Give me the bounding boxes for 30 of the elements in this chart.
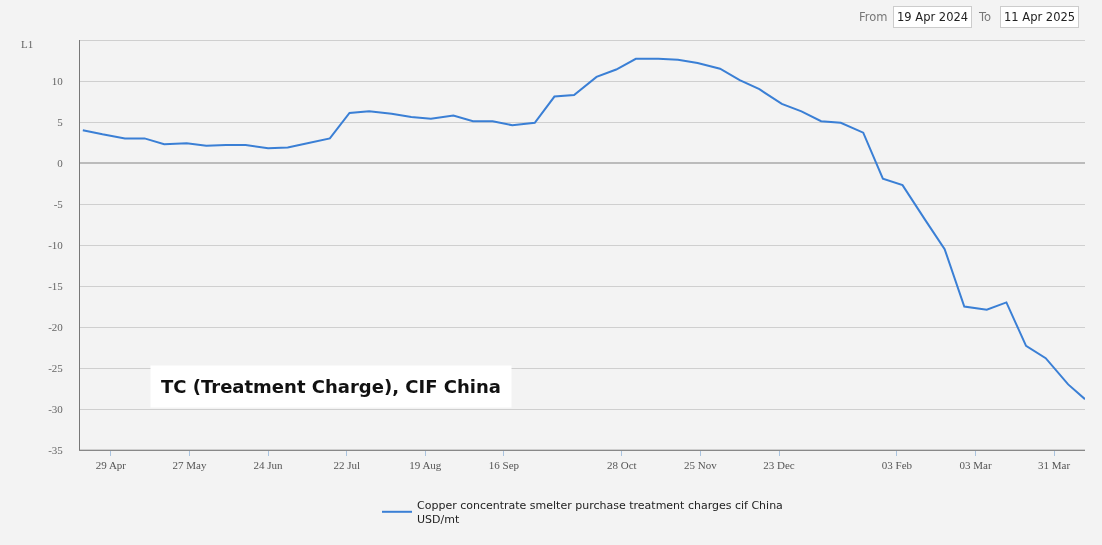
text: TC (Treatment Charge), CIF China [161, 376, 501, 397]
x-tick-label: 24 Jun [253, 459, 284, 472]
line-series [81, 57, 1085, 401]
text: 11 Apr 2025 [1004, 10, 1076, 24]
text: 19 Apr 2024 [897, 10, 969, 24]
x-tick-label: 16 Sep [488, 459, 520, 472]
y-tick-label: -25 [48, 361, 64, 374]
x-tick-label: 23 Dec [763, 459, 795, 472]
y-tick-label: -30 [48, 402, 64, 415]
x-tick-label: 25 Nov [684, 459, 718, 472]
y-tick-label: -5 [53, 197, 64, 210]
y-tick-label: -20 [48, 320, 64, 333]
x-tick-label: 03 Feb [881, 459, 913, 472]
y-tick-label: -35 [48, 443, 64, 456]
x-tick-label: 27 May [172, 459, 207, 472]
x-tick-label: 19 Aug [409, 459, 442, 472]
x-tick-label: 28 Oct [606, 459, 637, 472]
x-tick-label: 31 Mar [1038, 459, 1071, 472]
y-tick-label: -10 [48, 238, 64, 251]
x-tick-label: 29 Apr [95, 459, 127, 472]
y-tick-label: 0 [57, 156, 64, 169]
y-tick-label: 10 [51, 74, 64, 87]
x-tick-label: 03 Mar [959, 459, 992, 472]
y-tick-label: -15 [48, 279, 64, 292]
legend-label: Copper concentrate smelter purchase treatment charges cif China USD/mt [417, 498, 783, 527]
y-axis-title: L1 [21, 38, 34, 50]
text: From [859, 10, 888, 24]
text: To [978, 10, 992, 24]
x-tick-label: 22 Jul [333, 459, 360, 472]
y-tick-label: 5 [57, 115, 64, 128]
